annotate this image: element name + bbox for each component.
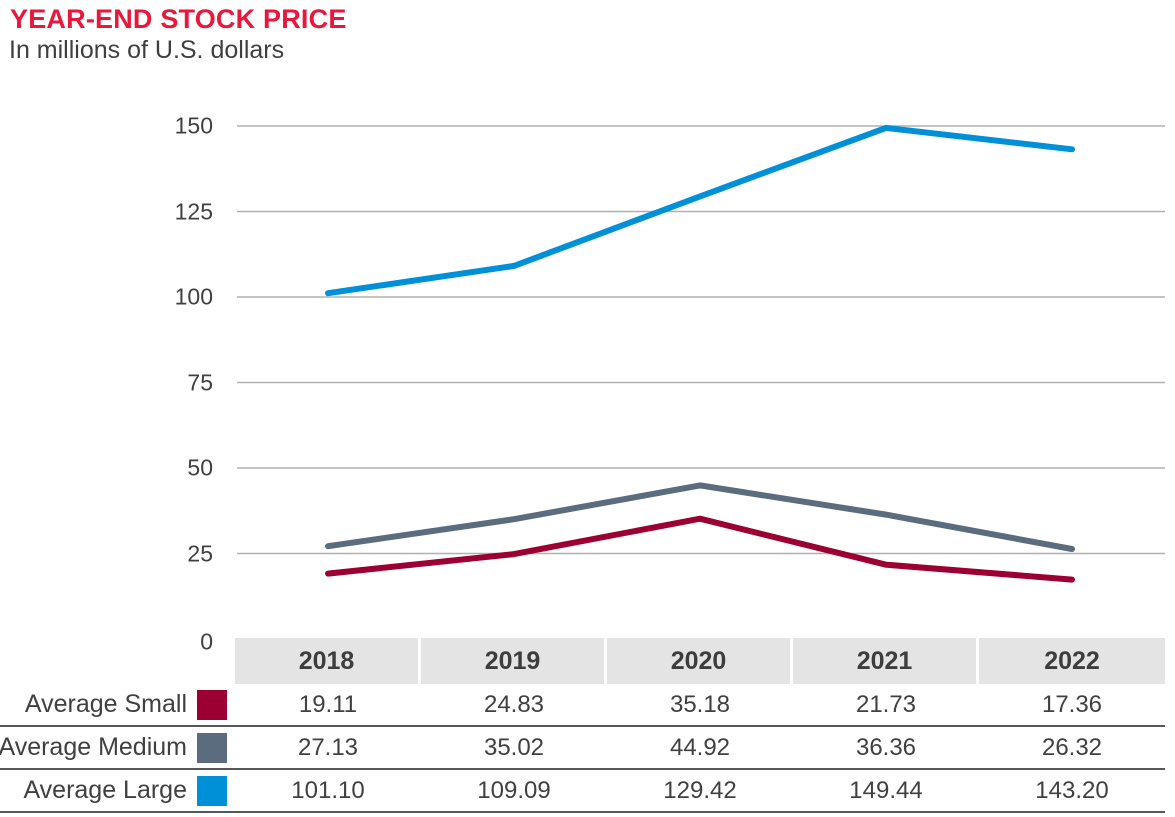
legend-label: Average Small xyxy=(24,690,187,718)
legend-cell: Average Large xyxy=(0,770,235,811)
value-cell: 35.18 xyxy=(669,690,731,718)
year-header-cell: 2021 xyxy=(793,638,976,684)
year-header-cell: 2022 xyxy=(979,638,1165,684)
legend-cell: Average Small xyxy=(0,684,235,725)
y-axis-tick-label: 50 xyxy=(187,454,213,481)
value-cell: 36.36 xyxy=(855,733,917,761)
y-axis-tick-label: 150 xyxy=(174,112,213,139)
value-cell: 143.20 xyxy=(1035,776,1109,804)
table-header-row: 2018 2019 2020 2021 2022 xyxy=(0,638,1165,684)
chart-title: YEAR-END STOCK PRICE xyxy=(10,4,347,34)
y-axis-tick-label: 125 xyxy=(174,198,213,224)
legend-swatch xyxy=(197,689,227,720)
y-axis-tick-label: 0 xyxy=(200,628,213,655)
value-cell: 24.83 xyxy=(483,690,545,718)
legend-label: Average Medium xyxy=(0,733,187,761)
table-row: Average Small 19.11 24.83 35.18 21.73 17.36 xyxy=(0,684,1165,727)
year-header-cell: 2018 xyxy=(235,638,418,684)
value-cell: 101.10 xyxy=(291,776,365,804)
table-row: Average Medium 27.13 35.02 44.92 36.36 26.32 xyxy=(0,727,1165,770)
value-cell: 27.13 xyxy=(297,733,359,761)
chart-subtitle: In millions of U.S. dollars xyxy=(9,36,285,64)
series-line-average-small xyxy=(325,515,1075,583)
legend-cell: Average Medium xyxy=(0,727,235,768)
table-row: Average Large 101.10 109.09 129.42 149.44 143… xyxy=(0,770,1165,813)
legend-swatch xyxy=(197,775,227,806)
value-cell: 149.44 xyxy=(849,776,923,804)
value-cell: 19.11 xyxy=(298,690,358,718)
year-header-cell: 2019 xyxy=(421,638,604,684)
value-cell: 35.02 xyxy=(483,733,545,761)
year-header-cell: 2020 xyxy=(607,638,790,684)
y-axis-tick-label: 25 xyxy=(187,540,213,566)
y-axis-tick-label: 100 xyxy=(174,283,213,310)
data-table: 2018 2019 2020 2021 2022 Average Small 19.11 24… xyxy=(0,638,1165,813)
y-axis-tick-label: 75 xyxy=(187,369,213,395)
legend-swatch xyxy=(197,732,227,763)
series-line-average-medium xyxy=(325,482,1075,552)
legend-label: Average Large xyxy=(23,776,187,804)
value-cell: 109.09 xyxy=(477,776,551,804)
value-cell: 17.36 xyxy=(1041,690,1103,718)
series-line-average-large xyxy=(325,124,1075,297)
value-cell: 129.42 xyxy=(663,776,737,804)
value-cell: 26.32 xyxy=(1041,733,1103,761)
value-cell: 44.92 xyxy=(669,733,731,761)
value-cell: 21.73 xyxy=(855,690,917,718)
table-corner-cell xyxy=(0,638,235,684)
